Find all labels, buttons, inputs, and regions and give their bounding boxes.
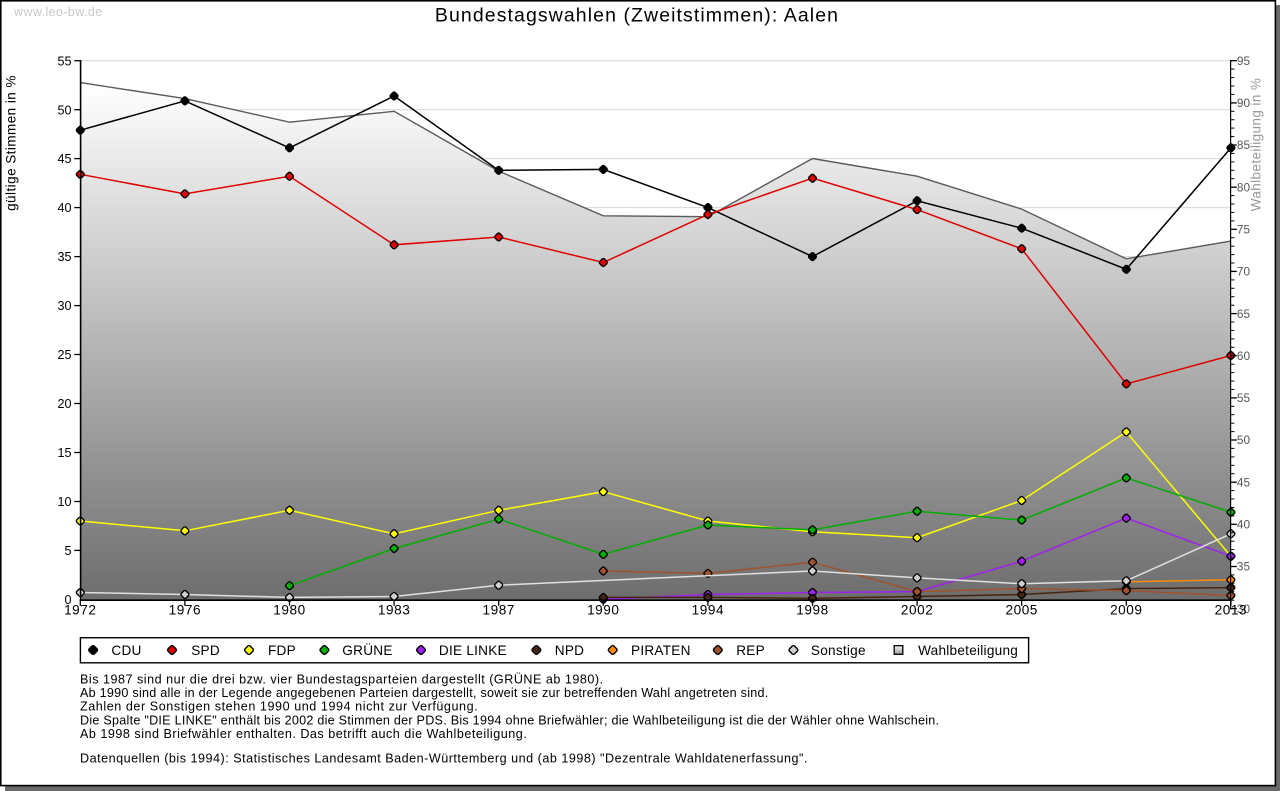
svg-text:Wahlbeteiligung in %: Wahlbeteiligung in %	[1249, 78, 1264, 212]
svg-text:DIE LINKE: DIE LINKE	[439, 643, 507, 658]
svg-text:Datenquellen (bis 1994): Stati: Datenquellen (bis 1994): Statistisches L…	[80, 752, 808, 766]
svg-text:2013: 2013	[1215, 603, 1247, 618]
svg-text:0: 0	[64, 593, 71, 607]
svg-text:35: 35	[1237, 560, 1251, 574]
svg-text:35: 35	[57, 250, 71, 264]
svg-text:2009: 2009	[1110, 603, 1142, 618]
svg-text:30: 30	[57, 299, 71, 313]
svg-text:45: 45	[57, 152, 71, 166]
svg-text:SPD: SPD	[191, 643, 220, 658]
svg-text:55: 55	[57, 54, 71, 68]
svg-text:95: 95	[1237, 54, 1251, 68]
svg-text:Die Spalte "DIE LINKE" enthält: Die Spalte "DIE LINKE" enthält bis 2002 …	[80, 713, 939, 727]
svg-text:40: 40	[1237, 518, 1251, 532]
svg-text:Wahlbeteiligung: Wahlbeteiligung	[918, 643, 1018, 658]
svg-text:Ab 1990 sind alle in der Legen: Ab 1990 sind alle in der Legende angegeb…	[80, 686, 769, 700]
svg-text:15: 15	[57, 446, 71, 460]
svg-text:50: 50	[57, 103, 71, 117]
svg-text:85: 85	[1237, 138, 1251, 152]
svg-text:2005: 2005	[1005, 603, 1037, 618]
svg-text:55: 55	[1237, 391, 1251, 405]
svg-text:NPD: NPD	[555, 643, 584, 658]
svg-text:PIRATEN: PIRATEN	[631, 643, 691, 658]
svg-text:20: 20	[57, 397, 71, 411]
svg-text:45: 45	[1237, 475, 1251, 489]
svg-text:Bundestagswahlen (Zweitstimmen: Bundestagswahlen (Zweitstimmen): Aalen	[435, 5, 839, 27]
svg-text:25: 25	[57, 348, 71, 362]
svg-text:90: 90	[1237, 96, 1251, 110]
svg-text:Sonstige: Sonstige	[811, 643, 866, 658]
svg-text:1987: 1987	[482, 603, 514, 618]
svg-text:1990: 1990	[587, 603, 619, 618]
svg-text:1980: 1980	[273, 603, 305, 618]
svg-text:GRÜNE: GRÜNE	[342, 643, 392, 658]
svg-text:CDU: CDU	[111, 643, 141, 658]
svg-text:1998: 1998	[796, 603, 828, 618]
svg-text:65: 65	[1237, 307, 1251, 321]
svg-text:gültige Stimmen in %: gültige Stimmen in %	[4, 75, 19, 211]
svg-text:70: 70	[1237, 265, 1251, 279]
svg-text:75: 75	[1237, 223, 1251, 237]
svg-text:Ab 1998 sind Briefwähler entha: Ab 1998 sind Briefwähler enthalten. Das …	[80, 727, 527, 741]
svg-text:1994: 1994	[692, 603, 724, 618]
svg-text:10: 10	[57, 495, 71, 509]
svg-text:30: 30	[1237, 602, 1251, 616]
svg-text:Bis 1987 sind nur die drei bzw: Bis 1987 sind nur die drei bzw. vier Bun…	[80, 672, 604, 686]
svg-text:5: 5	[64, 544, 71, 558]
svg-text:50: 50	[1237, 433, 1251, 447]
svg-text:www.leo-bw.de: www.leo-bw.de	[13, 5, 103, 19]
svg-text:FDP: FDP	[268, 643, 296, 658]
svg-text:1976: 1976	[169, 603, 201, 618]
svg-text:2002: 2002	[901, 603, 933, 618]
svg-text:80: 80	[1237, 180, 1251, 194]
svg-text:1983: 1983	[378, 603, 410, 618]
svg-text:40: 40	[57, 201, 71, 215]
svg-text:60: 60	[1237, 349, 1251, 363]
svg-text:Zahlen der Sonstigen stehen 19: Zahlen der Sonstigen stehen 1990 und 199…	[80, 700, 478, 714]
svg-text:REP: REP	[736, 643, 765, 658]
svg-text:1972: 1972	[64, 603, 96, 618]
